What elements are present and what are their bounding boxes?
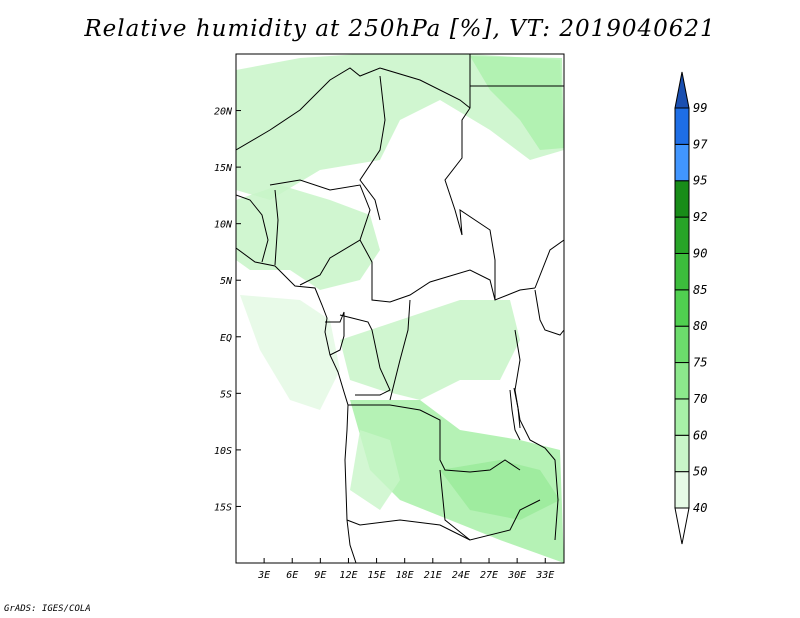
lon-tick-label: 15E: [368, 570, 386, 581]
border-drc-angola: [348, 404, 521, 473]
lon-tick-label: 18E: [396, 570, 414, 581]
lon-tick-label: 24E: [452, 570, 470, 581]
colorbar-level-label: 90: [693, 246, 707, 260]
lat-tick-label: 15S: [214, 502, 232, 513]
colorbar-segment: [674, 325, 690, 364]
border-libya-egypt: [444, 54, 471, 236]
lat-tick-label: 15N: [214, 163, 233, 174]
colorbar-level-label: 85: [693, 283, 707, 297]
colorbar-segment: [674, 434, 690, 473]
map-frame: [235, 53, 565, 564]
border-west-africa-2: [274, 189, 279, 266]
colorbar-segment: [674, 143, 690, 182]
border-congo-drc: [339, 314, 391, 396]
humidity-region-north: [236, 54, 564, 200]
border-gabon: [325, 311, 345, 356]
colorbar-segment: [674, 216, 690, 254]
colorbar-level-label: 92: [693, 210, 707, 224]
map-panel: [235, 53, 565, 564]
colorbar-segment: [674, 362, 690, 400]
colorbar-segment: [674, 71, 690, 109]
lon-tick-label: 12E: [339, 570, 357, 581]
country-borders: [236, 54, 564, 563]
lon-tick-label: 21E: [424, 570, 442, 581]
border-east-lakes: [514, 329, 559, 541]
lon-tick-label: 9E: [314, 570, 326, 581]
lon-tick-label: 3E: [257, 570, 270, 581]
border-angola-south: [346, 519, 471, 541]
lon-tick-label: 30E: [507, 570, 526, 581]
lat-tick-label: 10S: [214, 446, 232, 457]
colorbar-level-label: 75: [693, 356, 707, 370]
lat-tick-label: EQ: [220, 333, 232, 344]
border-nigeria: [269, 179, 371, 286]
border-sudan-south: [534, 239, 564, 289]
colorbar-level-label: 99: [693, 101, 707, 115]
colorbar-segment: [674, 289, 690, 327]
colorbar-segment: [674, 507, 690, 545]
colorbar-level-label: 40: [693, 501, 707, 515]
colorbar-level-label: 80: [693, 319, 707, 333]
lat-tick-label: 10N: [214, 220, 233, 231]
humidity-fill-layer: [236, 54, 564, 563]
lon-tick-label: 33E: [535, 570, 554, 581]
border-drc-east: [389, 299, 411, 401]
colorbar-segment: [674, 398, 690, 436]
latitude-axis: 20N 15N 10N 5N EQ 5S 10S 15S: [214, 107, 241, 513]
humidity-region-gulf: [240, 295, 340, 410]
colorbar-level-label: 97: [693, 137, 708, 151]
border-cameroon-car: [359, 239, 536, 303]
lon-tick-label: 6E: [286, 570, 298, 581]
colorbar-level-label: 50: [693, 465, 707, 479]
humidity-region-congo: [340, 300, 520, 400]
humidity-region-angola: [350, 430, 400, 510]
border-niger-chad: [359, 75, 386, 221]
colorbar-segment: [674, 252, 690, 291]
colorbar-level-label: 60: [693, 428, 707, 442]
lat-tick-label: 20N: [214, 107, 233, 118]
border-chad-sudan: [459, 209, 496, 300]
colorbar-segment: [674, 471, 690, 509]
map-title: Relative humidity at 250hPa [%], VT: 201…: [84, 16, 716, 42]
humidity-region-northeast: [470, 56, 564, 150]
colorbar-segment: [674, 107, 690, 145]
lake-tanganyika: [509, 387, 521, 441]
colorbar-segment: [674, 180, 690, 218]
lat-tick-label: 5N: [220, 276, 233, 287]
lon-tick-label: 27E: [480, 570, 498, 581]
coastline: [236, 247, 357, 563]
border-zambia-zim: [439, 469, 541, 541]
border-sahel-north: [236, 67, 471, 151]
colorbar-level-label: 70: [693, 392, 707, 406]
border-west-africa-1: [236, 194, 269, 263]
longitude-axis: 3E 6E 9E 12E 15E 18E 21E 24E 27E 30E 33E: [257, 558, 554, 581]
colorbar: 40 50 60 70 75 80 85 90 92 95 97 99: [674, 71, 708, 545]
humidity-region-west-africa: [236, 185, 380, 290]
border-uganda-kenya: [534, 289, 564, 336]
colorbar-level-label: 95: [693, 174, 707, 188]
lat-tick-label: 5S: [220, 389, 232, 400]
grads-credit: GrADS: IGES/COLA: [4, 604, 91, 614]
